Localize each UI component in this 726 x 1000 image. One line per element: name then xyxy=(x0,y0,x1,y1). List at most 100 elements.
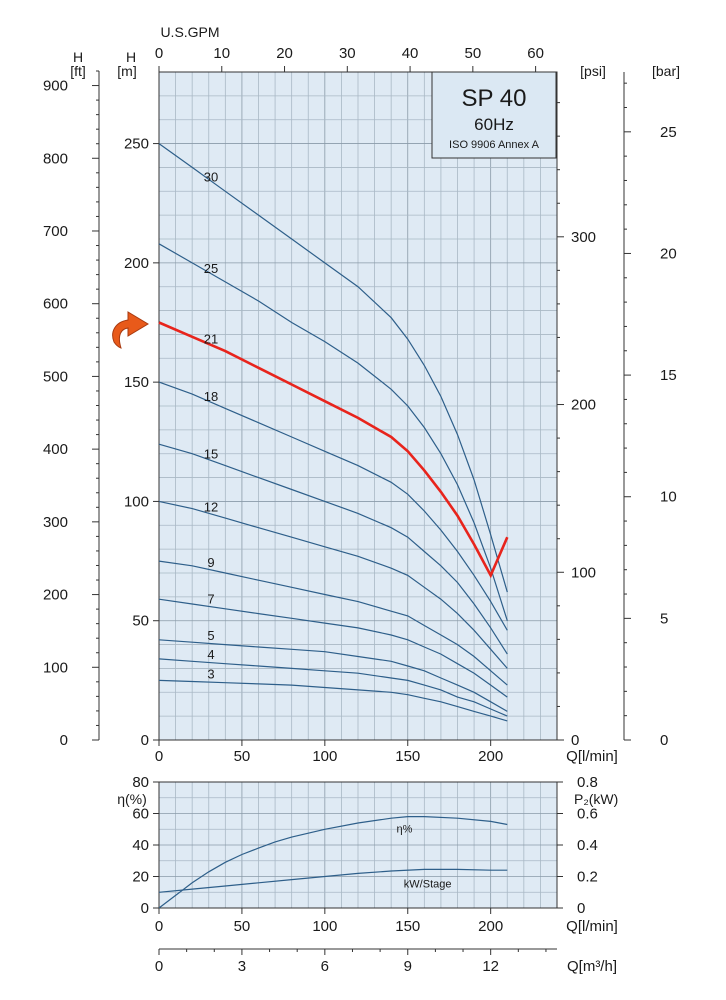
m-tick-label: 100 xyxy=(124,493,149,510)
curve-label-15: 15 xyxy=(204,447,218,462)
eff-tick-label: 80 xyxy=(132,774,149,791)
bar-tick-label: 5 xyxy=(660,610,668,627)
eff-tick-label: 0 xyxy=(141,900,149,917)
eff-x-tick-label: 200 xyxy=(478,918,503,935)
m-axis-label-unit: [m] xyxy=(117,63,136,79)
x-axis-label: Q[l/min] xyxy=(566,748,618,765)
bar-tick-label: 15 xyxy=(660,367,677,384)
m-tick-label: 50 xyxy=(132,613,149,630)
gpm-tick-label: 10 xyxy=(213,45,230,62)
curve-power xyxy=(158,868,508,893)
psi-tick-label: 300 xyxy=(571,229,596,246)
ft-tick-label: 900 xyxy=(43,78,68,95)
curve-stages-18 xyxy=(158,381,508,631)
eff-tick-label: 20 xyxy=(132,869,149,886)
kw-axis-label: P₂(kW) xyxy=(574,791,618,807)
curve-stages-30 xyxy=(158,143,508,593)
gpm-tick-label: 0 xyxy=(155,45,163,62)
curve-efficiency xyxy=(158,815,508,909)
gpm-tick-label: 60 xyxy=(527,45,544,62)
curve-label-5: 5 xyxy=(207,628,214,643)
x-tick-label: 200 xyxy=(478,748,503,765)
m-tick-label: 250 xyxy=(124,136,149,153)
ft-tick-label: 200 xyxy=(43,587,68,604)
curve-stages-7 xyxy=(158,598,508,698)
gpm-tick-label: 20 xyxy=(276,45,293,62)
x-tick-label: 50 xyxy=(234,748,251,765)
m3h-tick-label: 0 xyxy=(155,958,163,975)
ft-axis-label-h: H xyxy=(73,49,83,65)
bar-axis-label: [bar] xyxy=(652,63,680,79)
m-tick-label: 200 xyxy=(124,255,149,272)
ft-tick-label: 800 xyxy=(43,150,68,167)
ft-tick-label: 500 xyxy=(43,368,68,385)
chart-title: SP 40 xyxy=(462,85,527,112)
ft-tick-label: 300 xyxy=(43,514,68,531)
bar-tick-label: 25 xyxy=(660,124,677,141)
curve-stages-21 xyxy=(158,321,509,579)
x-tick-label: 100 xyxy=(312,748,337,765)
curve-stages-5 xyxy=(158,639,508,712)
kw-tick-label: 0.8 xyxy=(577,774,598,791)
ft-tick-label: 700 xyxy=(43,223,68,240)
arrow-right-icon xyxy=(112,311,149,349)
curve-label-12: 12 xyxy=(204,500,218,515)
m-tick-label: 0 xyxy=(141,732,149,749)
curve-label-21: 21 xyxy=(204,332,218,347)
m-axis-label-h: H xyxy=(126,49,136,65)
curve-label-25: 25 xyxy=(204,261,218,276)
eff-x-axis-label: Q[l/min] xyxy=(566,918,618,935)
m3h-tick-label: 3 xyxy=(238,958,246,975)
gpm-tick-label: 40 xyxy=(402,45,419,62)
curve-label-3: 3 xyxy=(207,666,214,681)
bar-tick-label: 10 xyxy=(660,489,677,506)
x-tick-label: 0 xyxy=(155,748,163,765)
curve-label-18: 18 xyxy=(204,389,218,404)
curve-stages-4 xyxy=(158,658,508,717)
curve-stages-25 xyxy=(158,243,508,621)
power-curve-label: kW/Stage xyxy=(404,879,452,891)
curve-label-4: 4 xyxy=(207,647,214,662)
eff-x-tick-label: 50 xyxy=(234,918,251,935)
curve-label-30: 30 xyxy=(204,169,218,184)
chart-subtitle: 60Hz xyxy=(474,115,514,134)
m-tick-label: 150 xyxy=(124,374,149,391)
gpm-tick-label: 50 xyxy=(464,45,481,62)
eff-x-tick-label: 100 xyxy=(312,918,337,935)
ft-tick-label: 400 xyxy=(43,441,68,458)
ft-tick-label: 600 xyxy=(43,296,68,313)
head-plot-frame xyxy=(158,71,558,741)
ft-tick-label: 0 xyxy=(60,732,68,749)
gpm-tick-label: 30 xyxy=(339,45,356,62)
eff-x-tick-label: 150 xyxy=(395,918,420,935)
kw-tick-label: 0.6 xyxy=(577,806,598,823)
eff-x-tick-label: 0 xyxy=(155,918,163,935)
m3h-axis-label: Q[m³/h] xyxy=(567,958,617,975)
curve-stages-3 xyxy=(158,679,508,722)
efficiency-power-panel: η%kW/Stage020406080η(%)00.20.40.60.8P₂(k… xyxy=(117,774,618,975)
title-box: SP 40 60Hz ISO 9906 Annex A xyxy=(431,71,557,159)
m3h-tick-label: 9 xyxy=(404,958,412,975)
psi-axis-label: [psi] xyxy=(580,63,606,79)
efficiency-curve-label: η% xyxy=(396,823,412,835)
kw-tick-label: 0.2 xyxy=(577,869,598,886)
title-box-frame xyxy=(431,71,557,159)
curve-stages-9 xyxy=(158,560,508,686)
chart-note: ISO 9906 Annex A xyxy=(449,139,540,151)
curve-label-9: 9 xyxy=(207,555,214,570)
curve-stages-15 xyxy=(158,443,508,655)
gpm-axis-label: U.S.GPM xyxy=(160,24,219,40)
eff-axis-label: η(%) xyxy=(117,791,147,807)
kw-tick-label: 0.4 xyxy=(577,837,598,854)
psi-tick-label: 0 xyxy=(571,732,579,749)
m3h-tick-label: 12 xyxy=(482,958,499,975)
bar-tick-label: 0 xyxy=(660,732,668,749)
eff-tick-label: 60 xyxy=(132,806,149,823)
curve-label-7: 7 xyxy=(207,592,214,607)
psi-tick-label: 100 xyxy=(571,564,596,581)
m3h-tick-label: 6 xyxy=(321,958,329,975)
psi-tick-label: 200 xyxy=(571,397,596,414)
ft-axis-label-unit: [ft] xyxy=(70,63,86,79)
